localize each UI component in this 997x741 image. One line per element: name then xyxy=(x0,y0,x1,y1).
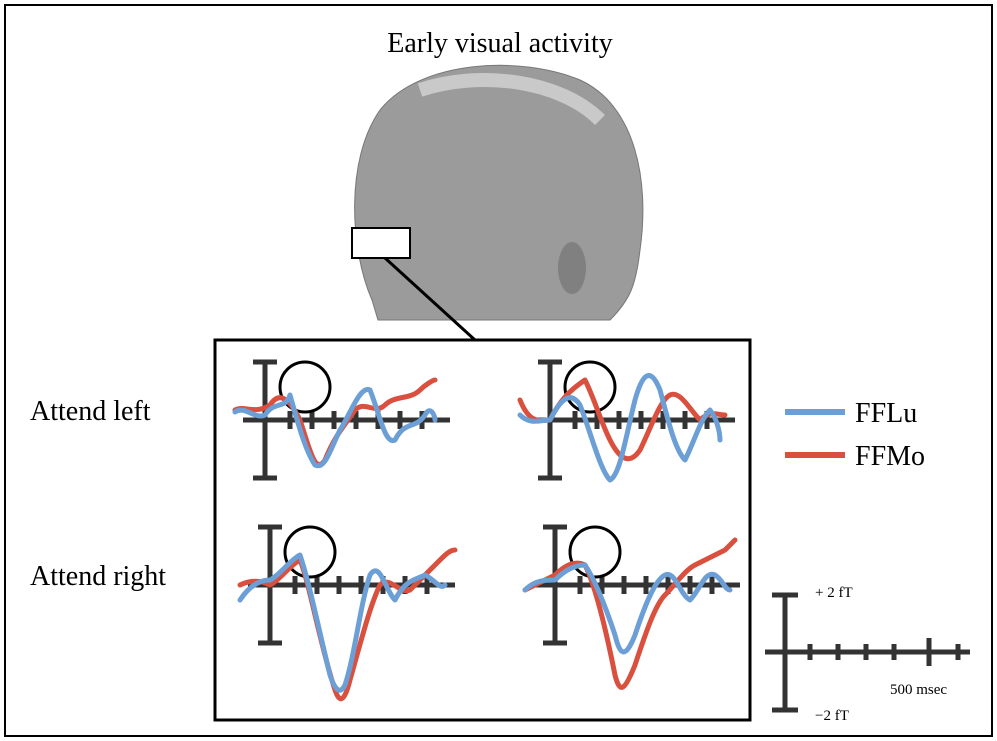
waveform-fflu xyxy=(232,387,438,469)
row-label: Attend right xyxy=(30,561,166,592)
head-highlight xyxy=(417,73,605,126)
waveform-panel xyxy=(517,359,735,483)
waveform-panel xyxy=(232,359,450,481)
pointer xyxy=(383,256,477,342)
scale-bar xyxy=(765,592,970,713)
scale-time: 500 msec xyxy=(890,682,947,698)
roi-circle xyxy=(563,360,617,414)
roi-circle xyxy=(283,525,337,579)
waveform-panel xyxy=(237,524,458,702)
scale-bottom: −2 fT xyxy=(815,708,849,724)
row-label: Attend left xyxy=(30,396,151,427)
scale-top: + 2 fT xyxy=(815,585,853,601)
axes xyxy=(533,524,740,646)
waveform-fflu xyxy=(522,562,733,655)
panels xyxy=(232,359,740,702)
ear xyxy=(558,242,586,294)
title: Early visual activity xyxy=(387,28,613,59)
waveform-ffmo xyxy=(237,547,458,702)
waveform-panel xyxy=(522,524,740,690)
waveform-ffmo xyxy=(522,537,738,690)
roi-circle xyxy=(278,360,332,414)
roi-circle xyxy=(568,525,622,579)
head xyxy=(354,64,644,321)
sensor-box xyxy=(351,227,411,259)
legend-label: FFMo xyxy=(855,441,925,472)
waveform-fflu xyxy=(517,373,723,483)
waveform-fflu xyxy=(237,552,448,693)
legend-label: FFLu xyxy=(855,398,917,429)
